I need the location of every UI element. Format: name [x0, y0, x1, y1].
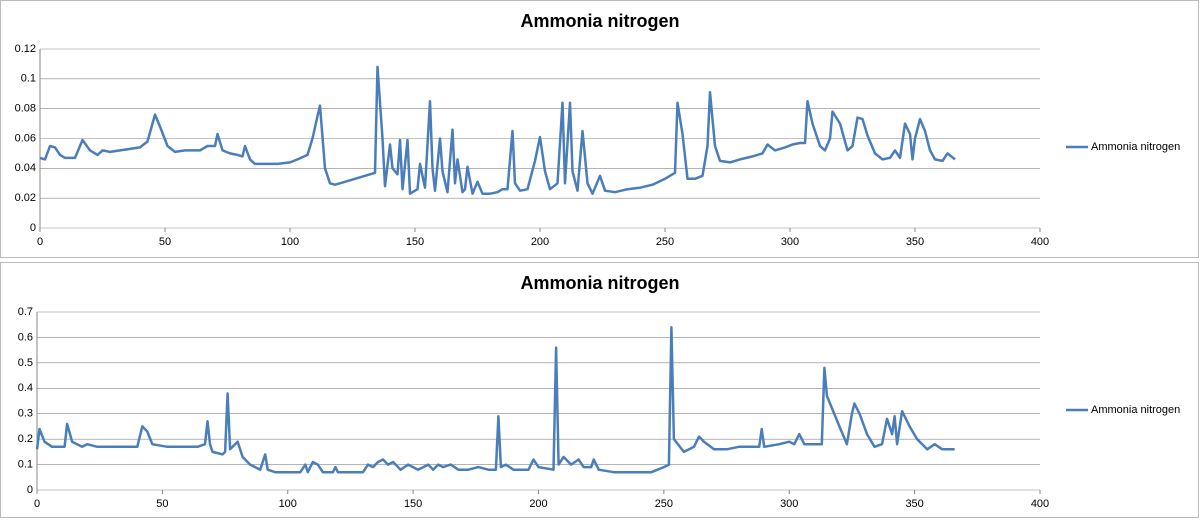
- x-tick-label: 300: [780, 498, 798, 510]
- y-tick-label: 0.7: [18, 306, 33, 318]
- y-tick-label: 0.3: [18, 408, 33, 420]
- data-line: [35, 326, 955, 474]
- x-tick-label: 100: [279, 498, 297, 510]
- y-tick-label: 0.08: [15, 103, 36, 115]
- x-tick-label: 50: [159, 236, 171, 248]
- x-tick-label: 100: [281, 236, 299, 248]
- x-tick-label: 250: [655, 498, 673, 510]
- y-tick-label: 0.02: [15, 192, 36, 204]
- y-tick-label: 0: [30, 222, 36, 234]
- legend-label: Ammonia nitrogen: [1091, 141, 1180, 153]
- chart-frame: [0, 262, 1199, 518]
- x-tick-label: 350: [906, 236, 924, 248]
- chart-title: Ammonia nitrogen: [520, 273, 679, 293]
- y-tick-label: 0.4: [18, 382, 33, 394]
- y-tick-label: 0.1: [18, 458, 33, 470]
- y-tick-label: 0.06: [15, 132, 36, 144]
- x-tick-label: 400: [1031, 236, 1049, 248]
- y-tick-label: 0.04: [15, 162, 36, 174]
- chart-title: Ammonia nitrogen: [520, 11, 679, 31]
- y-tick-label: 0.2: [18, 433, 33, 445]
- data-line: [39, 65, 956, 195]
- x-tick-label: 150: [406, 236, 424, 248]
- y-tick-label: 0.1: [21, 73, 36, 85]
- x-tick-label: 0: [34, 498, 40, 510]
- y-tick-label: 0.5: [18, 357, 33, 369]
- y-tick-label: 0.6: [18, 331, 33, 343]
- x-tick-label: 0: [37, 236, 43, 248]
- y-tick-label: 0: [27, 484, 33, 496]
- chart-frame: [0, 0, 1199, 258]
- x-tick-label: 200: [529, 498, 547, 510]
- x-tick-label: 300: [781, 236, 799, 248]
- x-tick-label: 150: [404, 498, 422, 510]
- x-tick-label: 200: [531, 236, 549, 248]
- x-tick-label: 350: [905, 498, 923, 510]
- x-tick-label: 400: [1031, 498, 1049, 510]
- y-tick-label: 0.12: [15, 43, 36, 55]
- x-tick-label: 50: [156, 498, 168, 510]
- legend-label: Ammonia nitrogen: [1091, 404, 1180, 416]
- x-tick-label: 250: [656, 236, 674, 248]
